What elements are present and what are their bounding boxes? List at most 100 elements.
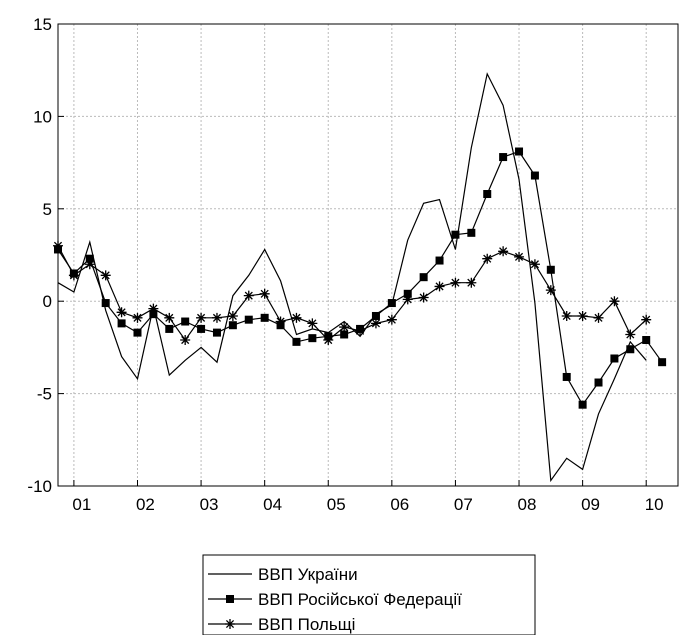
data-point — [483, 190, 492, 199]
x-tick-label: 06 — [390, 495, 409, 514]
series-line — [57, 150, 663, 406]
data-point — [211, 312, 222, 323]
legend: ВВП України ВВП Російської Федерації ВВП П… — [202, 554, 536, 635]
data-point — [307, 318, 318, 329]
data-point — [578, 400, 587, 409]
data-point — [641, 314, 652, 325]
data-point — [164, 312, 175, 323]
data-point — [339, 322, 350, 333]
data-point — [228, 321, 237, 330]
data-point — [386, 314, 397, 325]
data-point — [577, 310, 588, 321]
series-2 — [54, 147, 667, 409]
data-point — [434, 281, 445, 292]
data-point — [610, 354, 619, 363]
x-tick-label: 10 — [645, 495, 664, 514]
x-tick-label: 03 — [200, 495, 219, 514]
data-point — [371, 311, 380, 320]
data-point — [197, 324, 206, 333]
data-point — [292, 337, 301, 346]
data-point — [562, 372, 571, 381]
series-layer — [53, 72, 667, 483]
data-point — [451, 230, 460, 239]
data-point — [68, 270, 79, 281]
data-point — [609, 296, 620, 307]
data-point — [85, 254, 94, 263]
data-point — [515, 147, 524, 156]
legend-swatch-marker — [226, 595, 234, 603]
x-tick-label: 02 — [136, 495, 155, 514]
data-point — [419, 273, 428, 282]
data-point — [593, 312, 604, 323]
data-point — [625, 329, 636, 340]
plot-frame — [57, 23, 679, 487]
series-3 — [53, 240, 652, 346]
data-point — [132, 312, 143, 323]
data-point — [530, 171, 539, 180]
x-tick-label: 07 — [454, 495, 473, 514]
data-point — [133, 328, 142, 337]
y-tick-label: -5 — [37, 385, 52, 404]
data-point — [642, 336, 651, 345]
legend-box — [202, 554, 536, 635]
data-point — [243, 290, 254, 301]
data-point — [498, 246, 509, 257]
x-tick-label: 05 — [327, 495, 346, 514]
data-point — [499, 153, 508, 162]
y-tick-label: 10 — [33, 107, 52, 126]
data-point — [100, 270, 111, 281]
y-tick-label: -10 — [27, 477, 52, 496]
data-point — [275, 316, 286, 327]
data-point — [370, 318, 381, 329]
data-point — [84, 259, 95, 270]
y-tick-label: 0 — [43, 292, 52, 311]
legend-label: ВВП Російської Федерації — [258, 590, 462, 609]
data-point — [148, 303, 159, 314]
series-line — [57, 72, 647, 483]
legend-label: ВВП Польщі — [258, 615, 355, 634]
data-point — [403, 289, 412, 298]
data-point — [165, 324, 174, 333]
data-point — [212, 328, 221, 337]
data-point — [546, 265, 555, 274]
data-point — [323, 335, 334, 346]
data-point — [418, 292, 429, 303]
x-tick-label: 04 — [263, 495, 282, 514]
data-point — [545, 285, 556, 296]
data-point — [529, 259, 540, 270]
data-point — [450, 277, 461, 288]
data-point — [101, 299, 110, 308]
data-point — [402, 294, 413, 305]
data-point — [482, 253, 493, 264]
data-point — [658, 358, 667, 367]
data-point — [466, 277, 477, 288]
data-point — [340, 330, 349, 339]
series-line — [57, 245, 647, 342]
data-point — [196, 312, 207, 323]
legend-label: ВВП України — [258, 565, 358, 584]
data-point — [594, 378, 603, 387]
data-point — [181, 317, 190, 326]
data-point — [116, 307, 127, 318]
data-point — [260, 313, 269, 322]
data-point — [180, 335, 191, 346]
data-point — [514, 251, 525, 262]
x-tick-label: 09 — [581, 495, 600, 514]
series-1 — [57, 72, 647, 483]
data-point — [149, 310, 158, 319]
data-point — [626, 345, 635, 354]
legend-swatch-marker — [225, 619, 235, 629]
data-point — [355, 325, 366, 336]
grid-lines — [58, 24, 678, 486]
data-point — [291, 312, 302, 323]
y-tick-label: 5 — [43, 200, 52, 219]
data-point — [259, 288, 270, 299]
data-point — [244, 315, 253, 324]
data-point — [227, 310, 238, 321]
x-tick-label: 01 — [72, 495, 91, 514]
data-point — [308, 334, 317, 343]
data-point — [435, 256, 444, 265]
y-tick-label: 15 — [33, 15, 52, 34]
data-point — [117, 319, 126, 328]
